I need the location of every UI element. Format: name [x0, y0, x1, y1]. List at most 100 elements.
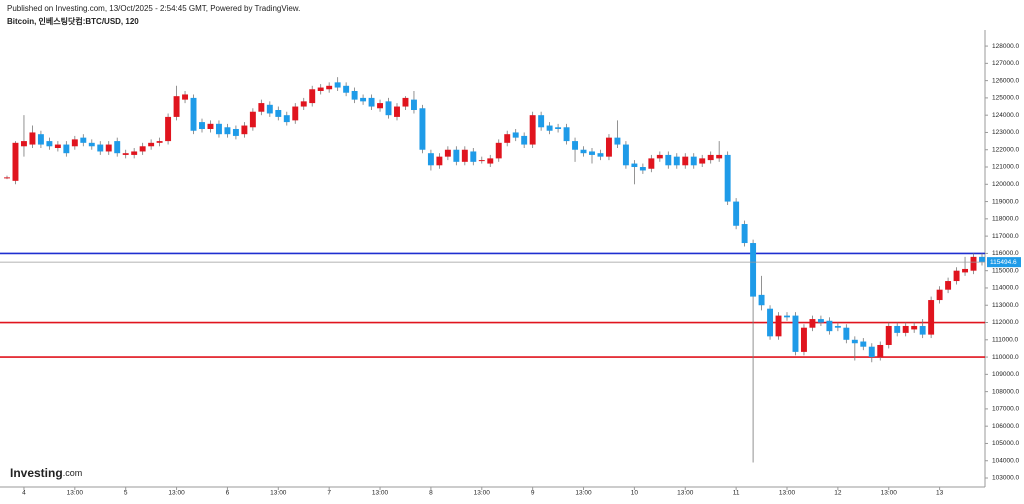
- candle-body: [122, 153, 129, 155]
- candle-body: [360, 97, 367, 102]
- candle-body: [97, 144, 104, 152]
- x-tick-label: 8: [429, 490, 433, 497]
- candle-body: [165, 116, 172, 142]
- candle-body: [928, 300, 935, 335]
- candle-body: [817, 319, 824, 323]
- y-tick-label: 109000.0: [992, 371, 1019, 378]
- x-tick-label: 4: [22, 490, 26, 497]
- y-tick-label: 127000.0: [992, 60, 1019, 67]
- candle-body: [334, 82, 341, 88]
- candle-body: [741, 224, 748, 244]
- candle-body: [843, 327, 850, 340]
- candle-body: [80, 137, 87, 143]
- candle-body: [343, 85, 350, 93]
- candle-body: [105, 144, 112, 152]
- candle-body: [283, 115, 290, 123]
- candle-body: [784, 315, 790, 318]
- candle-body: [436, 156, 443, 166]
- candle-body: [538, 115, 545, 128]
- candle-body: [707, 154, 714, 161]
- candle-body: [597, 153, 604, 157]
- candle-body: [555, 127, 562, 130]
- candle-body: [275, 109, 282, 117]
- candle-body: [317, 87, 324, 91]
- y-tick-label: 105000.0: [992, 440, 1019, 447]
- y-tick-label: 111000.0: [992, 337, 1019, 344]
- x-tick-label: 13:00: [677, 490, 694, 497]
- candle-body: [453, 149, 460, 162]
- y-tick-label: 114000.0: [992, 285, 1019, 292]
- candle-body: [809, 319, 816, 328]
- candle-body: [173, 96, 180, 117]
- candle-body: [826, 320, 833, 332]
- y-tick-label: 119000.0: [992, 198, 1019, 205]
- y-tick-label: 110000.0: [992, 354, 1019, 361]
- y-tick-label: 123000.0: [992, 129, 1019, 136]
- logo-suffix: .com: [63, 468, 83, 478]
- x-tick-label: 13:00: [270, 490, 287, 497]
- candle-body: [682, 156, 689, 166]
- y-tick-label: 113000.0: [992, 302, 1019, 309]
- y-tick-label: 104000.0: [992, 457, 1019, 464]
- candle-body: [249, 111, 256, 128]
- y-tick-label: 124000.0: [992, 112, 1019, 119]
- candle-body: [605, 137, 612, 157]
- last-price-badge: [987, 257, 1021, 268]
- candle-body: [945, 281, 952, 290]
- y-tick-label: 120000.0: [992, 181, 1019, 188]
- y-tick-label: 107000.0: [992, 406, 1019, 413]
- candle-body: [156, 141, 163, 143]
- candle-body: [88, 142, 95, 147]
- candle-body: [224, 127, 231, 135]
- candle-body: [139, 146, 146, 152]
- candle-body: [63, 144, 70, 154]
- candle-body: [639, 167, 646, 171]
- y-tick-label: 121000.0: [992, 164, 1019, 171]
- candle-body: [860, 341, 867, 347]
- candle-body: [979, 256, 985, 263]
- candle-body: [656, 154, 663, 159]
- candle-body: [563, 127, 570, 142]
- candle-body: [54, 144, 61, 149]
- candle-body: [622, 144, 629, 166]
- candle-body: [410, 99, 417, 110]
- candle-body: [529, 115, 536, 145]
- candle-body: [487, 158, 494, 164]
- x-tick-label: 13: [936, 490, 944, 497]
- logo: Investing.com: [10, 466, 82, 480]
- candle-body: [46, 141, 53, 147]
- x-tick-label: 13:00: [474, 490, 491, 497]
- candle-body: [911, 325, 918, 330]
- y-tick-label: 122000.0: [992, 146, 1019, 153]
- candle-body: [12, 142, 19, 181]
- candle-body: [572, 141, 579, 150]
- y-tick-label: 115000.0: [992, 267, 1019, 274]
- candle-body: [20, 141, 27, 147]
- candle-body: [326, 85, 333, 90]
- y-tick-label: 126000.0: [992, 77, 1019, 84]
- x-tick-label: 11: [733, 490, 740, 497]
- candle-body: [902, 325, 909, 333]
- candle-body: [648, 158, 655, 169]
- candle-body: [470, 151, 477, 162]
- candle-body: [665, 154, 672, 166]
- last-price-label: 115494.6: [990, 259, 1017, 266]
- x-tick-label: 13:00: [372, 490, 389, 497]
- y-tick-label: 112000.0: [992, 319, 1019, 326]
- y-tick-label: 125000.0: [992, 95, 1019, 102]
- candle-body: [419, 108, 426, 150]
- y-tick-label: 116000.0: [992, 250, 1019, 257]
- x-tick-label: 6: [226, 490, 230, 497]
- x-tick-label: 13:00: [881, 490, 898, 497]
- candle-body: [767, 308, 774, 337]
- candle-body: [970, 256, 977, 271]
- candle-body: [444, 149, 451, 157]
- candle-body: [877, 344, 884, 358]
- candle-body: [758, 294, 765, 306]
- candle-body: [37, 134, 44, 145]
- candle-body: [241, 125, 248, 135]
- candle-body: [800, 327, 807, 352]
- candle-body: [29, 132, 36, 145]
